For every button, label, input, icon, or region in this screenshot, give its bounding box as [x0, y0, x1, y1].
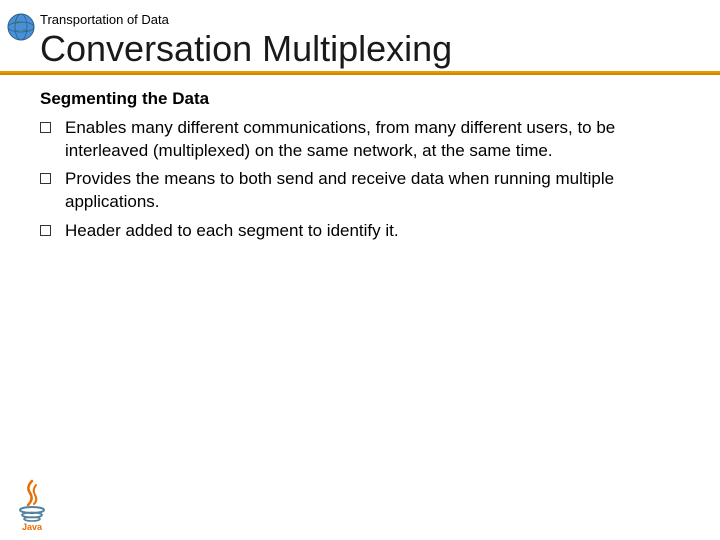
checkbox-icon [40, 122, 51, 133]
page-title: Conversation Multiplexing [40, 29, 720, 69]
list-item: Header added to each segment to identify… [40, 220, 680, 243]
slide-header: Transportation of Data Conversation Mult… [0, 0, 720, 69]
bullet-text: Enables many different communications, f… [65, 117, 680, 163]
list-item: Enables many different communications, f… [40, 117, 680, 163]
breadcrumb: Transportation of Data [40, 12, 720, 27]
content-subtitle: Segmenting the Data [40, 89, 680, 109]
content-area: Segmenting the Data Enables many differe… [0, 75, 720, 244]
globe-icon [6, 12, 36, 42]
bullet-text: Provides the means to both send and rece… [65, 168, 680, 214]
checkbox-icon [40, 225, 51, 236]
bullet-text: Header added to each segment to identify… [65, 220, 399, 243]
bullet-list: Enables many different communications, f… [40, 117, 680, 244]
checkbox-icon [40, 173, 51, 184]
java-logo-icon: Java [12, 477, 52, 532]
list-item: Provides the means to both send and rece… [40, 168, 680, 214]
svg-text:Java: Java [22, 522, 43, 532]
